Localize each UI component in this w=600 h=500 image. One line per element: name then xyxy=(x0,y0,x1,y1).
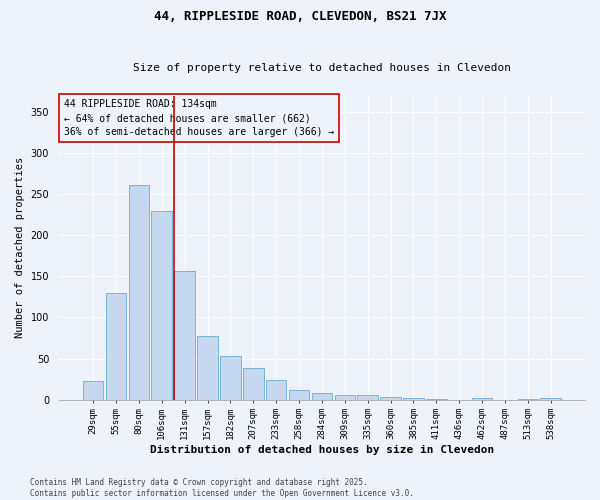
Bar xyxy=(426,398,446,400)
Bar xyxy=(243,368,263,400)
Bar xyxy=(358,396,378,400)
Text: 44, RIPPLESIDE ROAD, CLEVEDON, BS21 7JX: 44, RIPPLESIDE ROAD, CLEVEDON, BS21 7JX xyxy=(154,10,446,23)
Y-axis label: Number of detached properties: Number of detached properties xyxy=(15,157,25,338)
Bar xyxy=(289,390,310,400)
X-axis label: Distribution of detached houses by size in Clevedon: Distribution of detached houses by size … xyxy=(150,445,494,455)
Text: Contains HM Land Registry data © Crown copyright and database right 2025.
Contai: Contains HM Land Registry data © Crown c… xyxy=(30,478,414,498)
Bar xyxy=(472,398,493,400)
Bar xyxy=(220,356,241,400)
Bar xyxy=(266,380,286,400)
Bar xyxy=(83,382,103,400)
Bar xyxy=(128,184,149,400)
Bar xyxy=(106,293,126,400)
Bar xyxy=(311,393,332,400)
Title: Size of property relative to detached houses in Clevedon: Size of property relative to detached ho… xyxy=(133,63,511,73)
Text: 44 RIPPLESIDE ROAD: 134sqm
← 64% of detached houses are smaller (662)
36% of sem: 44 RIPPLESIDE ROAD: 134sqm ← 64% of deta… xyxy=(64,99,334,137)
Bar xyxy=(197,336,218,400)
Bar xyxy=(541,398,561,400)
Bar xyxy=(380,397,401,400)
Bar xyxy=(518,398,538,400)
Bar xyxy=(151,211,172,400)
Bar xyxy=(403,398,424,400)
Bar xyxy=(335,396,355,400)
Bar xyxy=(175,270,195,400)
